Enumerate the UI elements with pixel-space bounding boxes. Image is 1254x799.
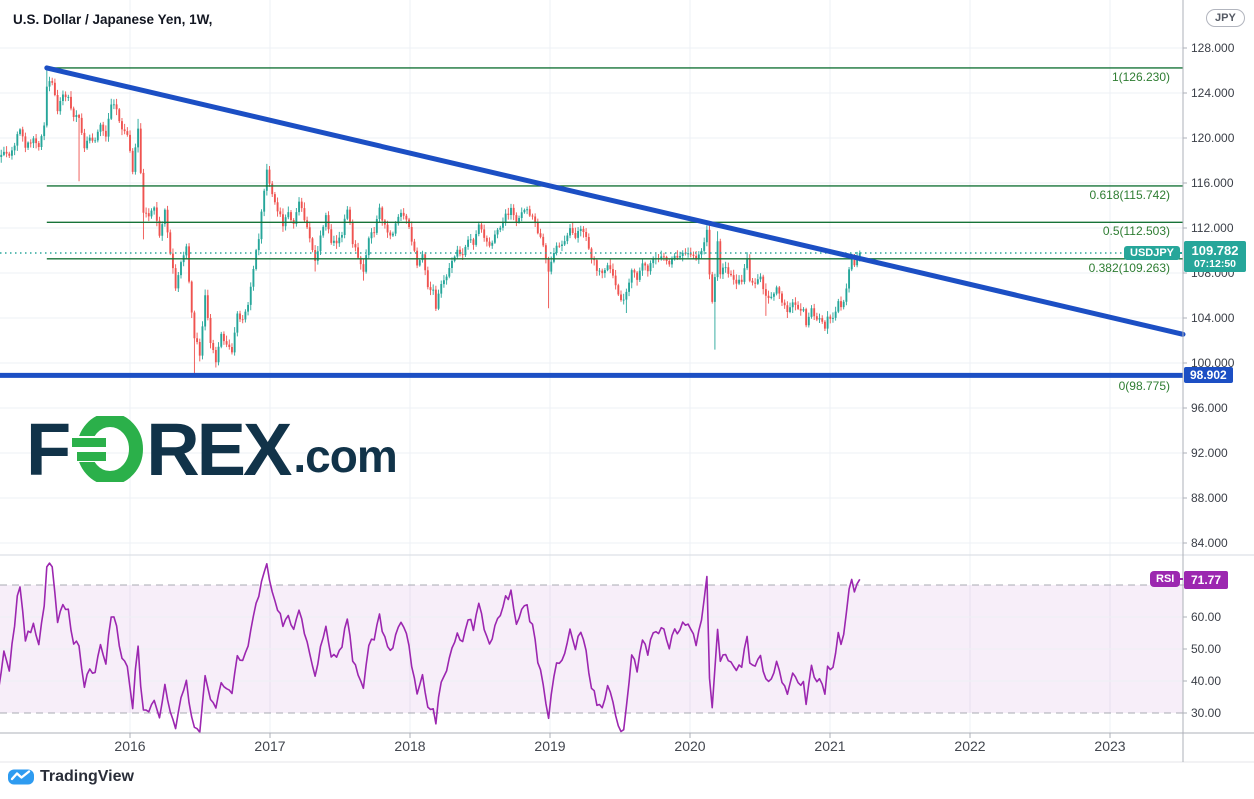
year-axis-label: 2018 [394, 738, 426, 754]
current-price-badge: 109.782 07:12:50 [1184, 241, 1246, 272]
current-price-value: 109.782 [1191, 243, 1239, 258]
rsi-axis-label: 60.00 [1191, 610, 1222, 624]
tradingview-cloud-icon [8, 769, 34, 785]
year-axis-label: 2019 [534, 738, 566, 754]
rsi-axis-label: 50.00 [1191, 642, 1222, 656]
year-axis-label: 2016 [114, 738, 146, 754]
rsi-axis-label: 30.00 [1191, 706, 1222, 720]
price-axis-label: 120.000 [1191, 131, 1235, 145]
price-axis-label: 116.000 [1191, 176, 1234, 190]
year-axis-label: 2017 [254, 738, 286, 754]
support-price-badge: 98.902 [1184, 367, 1233, 383]
price-axis-label: 88.000 [1191, 491, 1228, 505]
price-axis-label: 92.000 [1191, 446, 1228, 460]
currency-badge: JPY [1206, 9, 1245, 27]
fib-level-label: 0.5(112.503) [1102, 224, 1170, 239]
fib-level-label: 0.618(115.742) [1089, 187, 1170, 202]
price-axis-label: 112.000 [1191, 221, 1234, 235]
bar-countdown: 07:12:50 [1193, 258, 1237, 270]
tradingview-logo[interactable]: TradingView [8, 768, 134, 786]
price-axis-label: 84.000 [1191, 536, 1228, 550]
watermark-f: F [26, 408, 71, 491]
price-axis-label: 100.000 [1191, 356, 1235, 370]
support-dash [1176, 374, 1182, 376]
price-axis-label: 104.000 [1191, 311, 1235, 325]
rsi-value-badge: 71.77 [1184, 571, 1228, 589]
rsi-axis-label: 40.00 [1191, 674, 1222, 688]
tradingview-wordmark: TradingView [40, 768, 134, 785]
watermark-com: .com [293, 430, 397, 482]
year-axis-label: 2022 [954, 738, 986, 754]
year-axis-label: 2023 [1094, 738, 1126, 754]
fib-level-label: 0(98.775) [1118, 378, 1170, 393]
symbol-title: U.S. Dollar / Japanese Yen, 1W, [13, 12, 213, 27]
price-axis-label: 124.000 [1191, 86, 1235, 100]
symbol-price-flag[interactable]: USDJPY [1124, 246, 1181, 260]
rsi-indicator-flag[interactable]: RSI [1150, 571, 1181, 587]
price-flag-dash [1176, 252, 1182, 254]
rsi-flag-dash [1177, 578, 1183, 580]
forex-o-icon [70, 416, 144, 482]
fib-level-label: 0.382(109.263) [1088, 260, 1170, 275]
forex-watermark: F REX .com [26, 408, 398, 491]
year-axis-label: 2021 [814, 738, 846, 754]
price-axis-label: 96.000 [1191, 401, 1228, 415]
price-axis-label: 128.000 [1191, 41, 1235, 55]
year-axis-label: 2020 [674, 738, 706, 754]
watermark-rex: REX [146, 408, 292, 491]
fib-level-label: 1(126.230) [1111, 69, 1170, 84]
